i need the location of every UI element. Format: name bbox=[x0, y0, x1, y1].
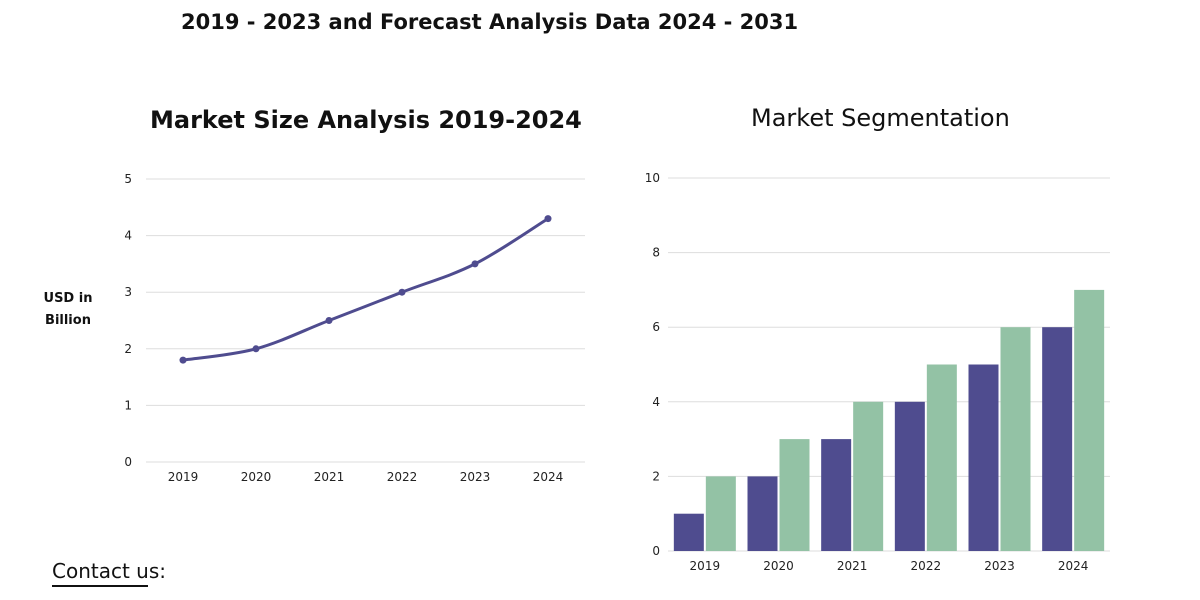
line-chart-y-tick-label: 1 bbox=[124, 398, 132, 412]
line-chart-point bbox=[252, 345, 260, 353]
line-chart-x-tick-label: 2022 bbox=[387, 470, 418, 484]
bar-chart-y-tick-label: 6 bbox=[652, 320, 660, 334]
bar-chart-x-tick-label: 2019 bbox=[690, 559, 721, 573]
line-chart-x-tick-label: 2019 bbox=[168, 470, 199, 484]
line-chart-y-tick-label: 4 bbox=[124, 229, 132, 243]
line-chart-y-axis-label: USD in Billion bbox=[43, 291, 93, 328]
bar-chart-bar-series-1 bbox=[968, 364, 999, 551]
line-chart-y-tick-label: 2 bbox=[124, 342, 132, 356]
bar-chart-y-tick-label: 8 bbox=[652, 246, 660, 260]
bar-chart-x-tick-label: 2024 bbox=[1058, 559, 1089, 573]
bar-chart-bar-series-1 bbox=[673, 513, 704, 551]
contact-us-label: Contact us: bbox=[52, 559, 167, 583]
bar-chart-bar-series-2 bbox=[705, 476, 736, 551]
line-chart-series-line bbox=[182, 217, 549, 362]
line-chart-x-tick-label: 2024 bbox=[533, 470, 564, 484]
bar-chart-x-tick-label: 2023 bbox=[984, 559, 1015, 573]
bar-chart-y-tick-label: 0 bbox=[652, 544, 660, 558]
bar-chart-bar-series-2 bbox=[779, 439, 810, 551]
contact-underline bbox=[52, 585, 148, 587]
line-chart-y-tick-label: 0 bbox=[124, 455, 132, 469]
line-chart-point bbox=[325, 317, 333, 324]
bar-chart-bar-series-1 bbox=[894, 401, 925, 551]
bar-chart-bar-series-2 bbox=[926, 364, 957, 551]
bar-chart-x-tick-label: 2020 bbox=[763, 559, 794, 573]
line-chart-point bbox=[179, 356, 187, 364]
bar-chart-bar-series-1 bbox=[1042, 327, 1073, 551]
line-chart-point bbox=[544, 215, 552, 223]
line-chart-point bbox=[471, 260, 479, 268]
bar-chart-title: Market Segmentation bbox=[751, 104, 1010, 132]
line-chart-title: Market Size Analysis 2019-2024 bbox=[150, 106, 582, 134]
bar-chart-y-tick-label: 2 bbox=[652, 469, 660, 483]
line-chart-x-tick-label: 2020 bbox=[241, 470, 272, 484]
line-chart-x-tick-label: 2021 bbox=[314, 470, 345, 484]
page-subtitle: 2019 - 2023 and Forecast Analysis Data 2… bbox=[181, 10, 799, 34]
bar-chart-bar-series-2 bbox=[1000, 327, 1031, 551]
bar-chart-bar-series-2 bbox=[1074, 289, 1105, 551]
line-chart-point bbox=[398, 288, 406, 296]
bar-chart-y-tick-label: 10 bbox=[645, 171, 660, 185]
bar-chart-x-tick-label: 2022 bbox=[911, 559, 942, 573]
line-chart-y-tick-label: 5 bbox=[124, 172, 132, 186]
line-chart-y-tick-label: 3 bbox=[124, 285, 132, 299]
bar-chart-bar-series-2 bbox=[853, 401, 884, 551]
bar-chart-y-tick-label: 4 bbox=[652, 395, 660, 409]
bar-chart-bar-series-1 bbox=[821, 439, 852, 551]
bar-chart-x-tick-label: 2021 bbox=[837, 559, 868, 573]
bar-chart-bar-series-1 bbox=[747, 476, 778, 551]
line-chart-x-tick-label: 2023 bbox=[460, 470, 491, 484]
